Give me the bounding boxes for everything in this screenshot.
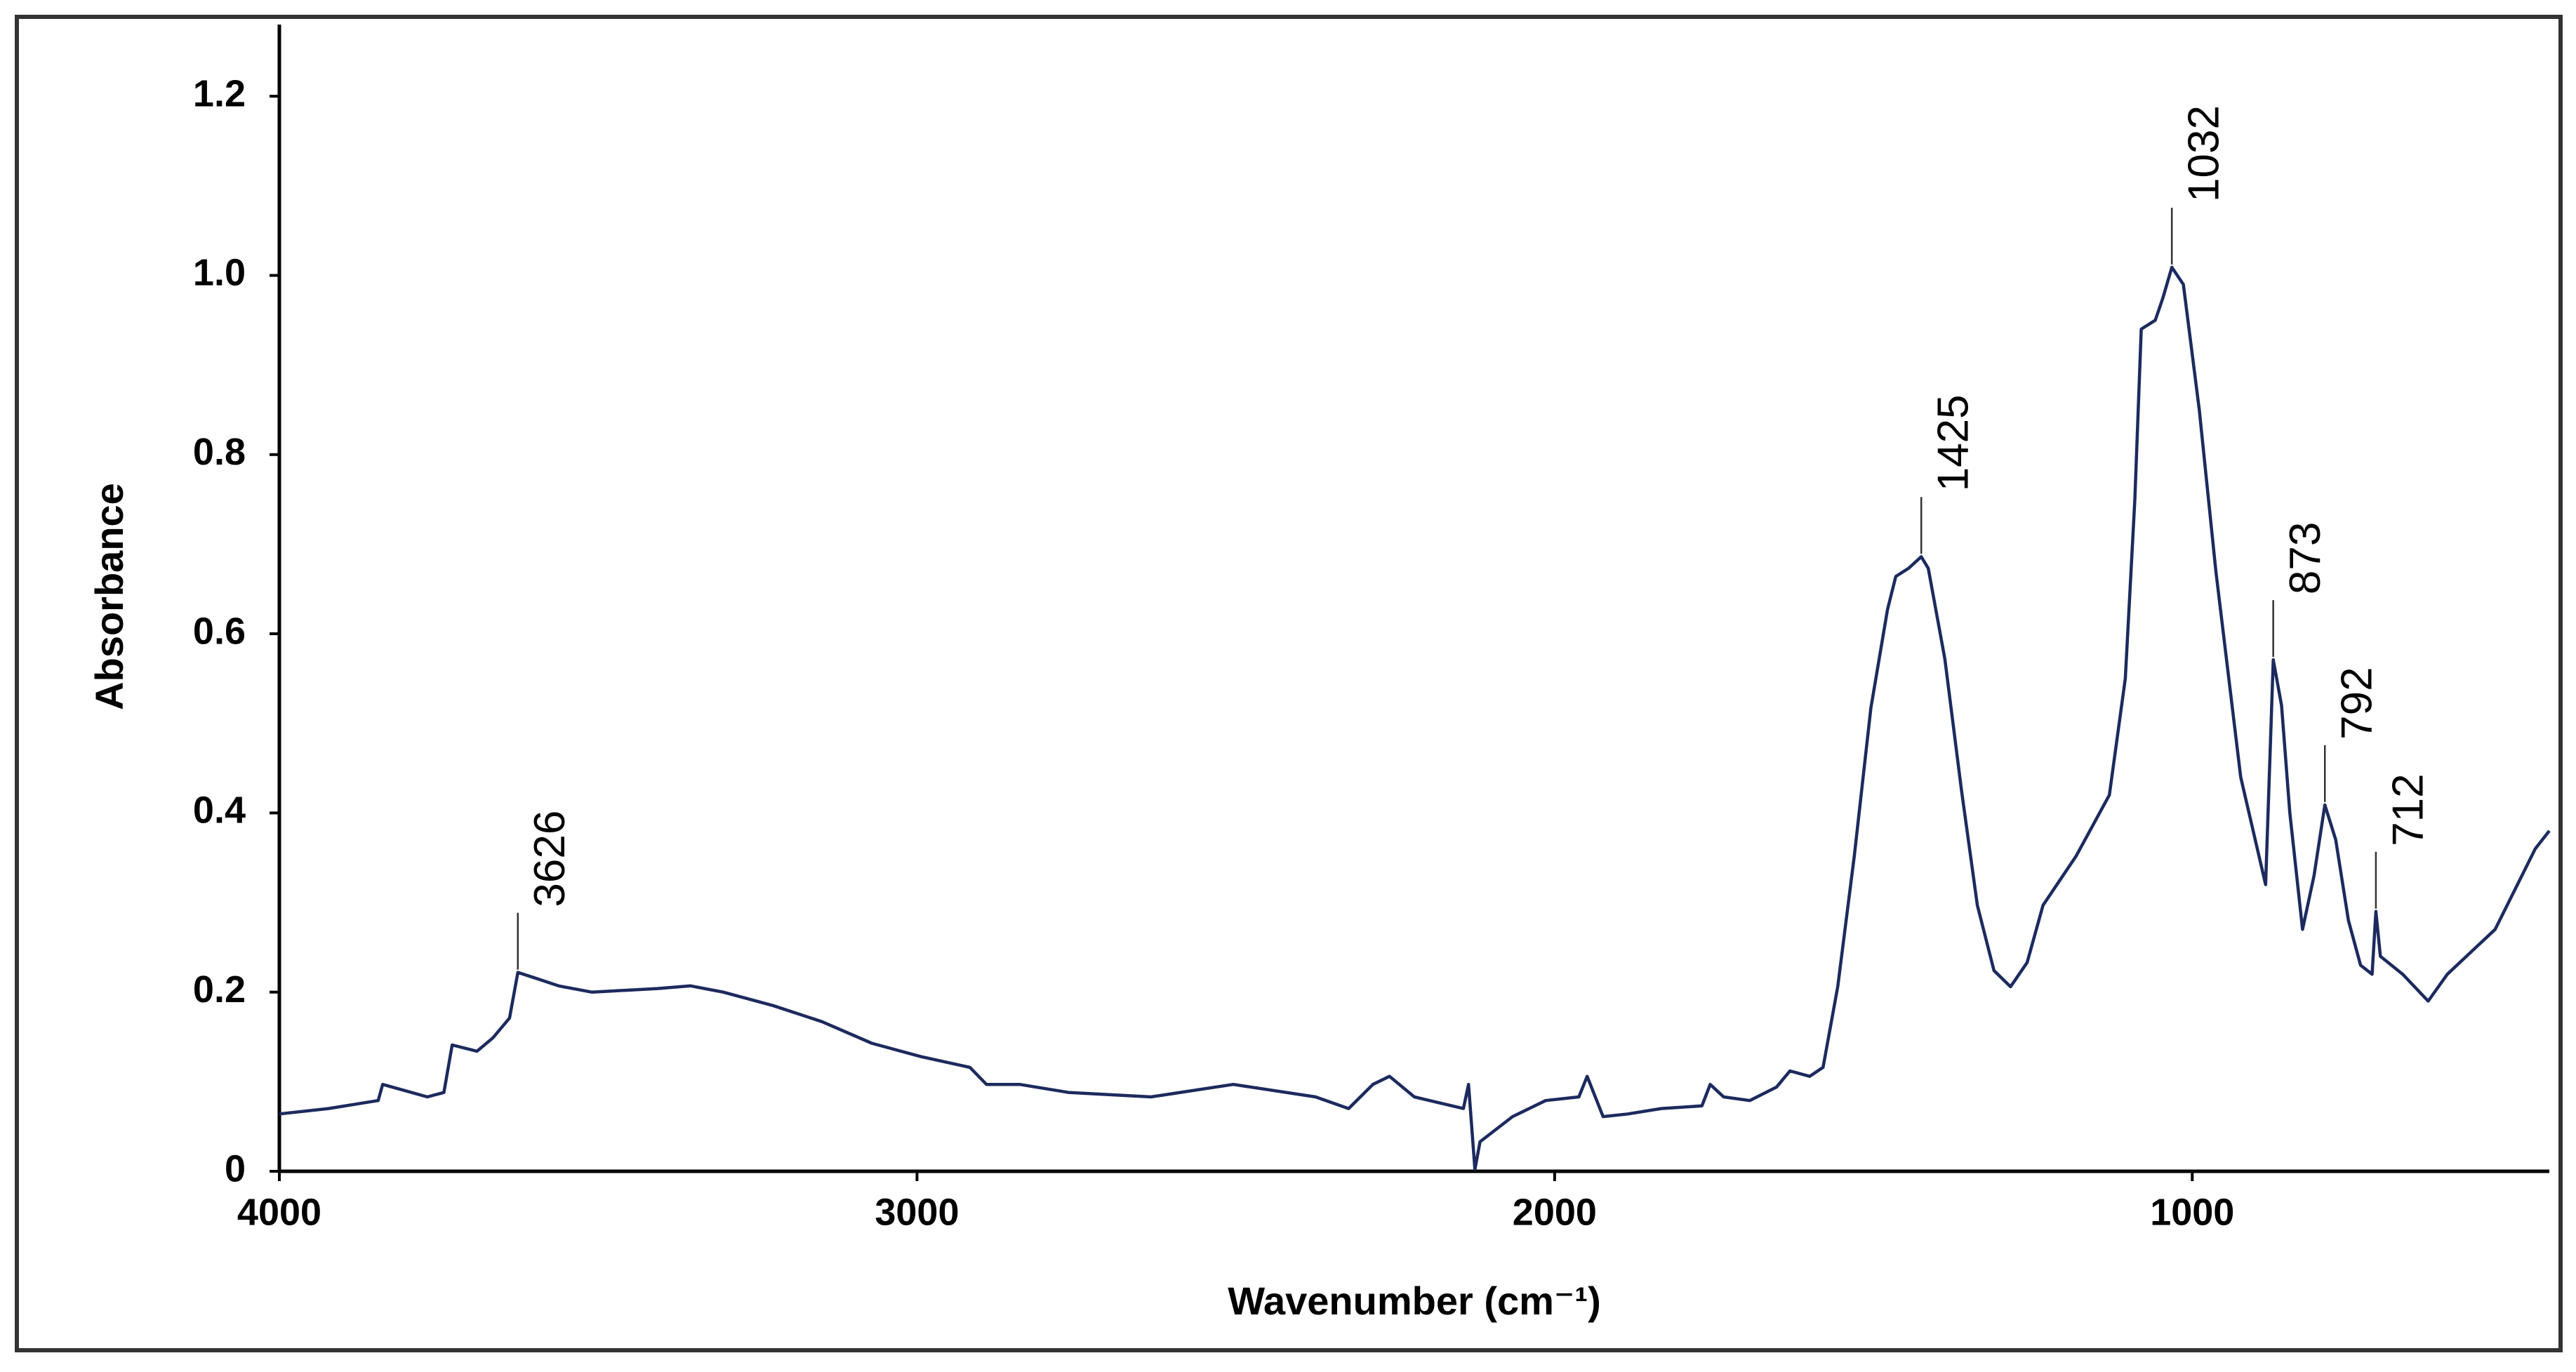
x-tick-label: 1000 <box>2150 1191 2234 1233</box>
y-tick-label: 1.0 <box>193 252 246 294</box>
peak-label: 3626 <box>526 811 574 907</box>
peak-label: 792 <box>2333 667 2382 739</box>
peak-label: 1425 <box>1930 394 1978 491</box>
y-tick-label: 0.8 <box>193 431 246 473</box>
x-axis-title: Wavenumber (cm⁻¹) <box>1228 1279 1601 1323</box>
y-tick-label: 0.4 <box>193 790 246 832</box>
y-tick-label: 1.2 <box>193 72 246 114</box>
x-tick-label: 2000 <box>1513 1191 1597 1233</box>
frame <box>15 15 2563 1352</box>
x-tick-label: 4000 <box>237 1191 321 1233</box>
y-axis-title: Absorbance <box>87 483 131 710</box>
peak-label: 1032 <box>2180 105 2229 202</box>
peak-label: 712 <box>2384 773 2432 846</box>
peak-label: 873 <box>2281 522 2330 594</box>
y-tick-label: 0.2 <box>193 968 246 1011</box>
y-tick-label: 0 <box>225 1147 246 1190</box>
x-tick-label: 3000 <box>875 1191 959 1233</box>
spectrum-line <box>279 265 2551 1171</box>
y-tick-label: 0.6 <box>193 610 246 652</box>
